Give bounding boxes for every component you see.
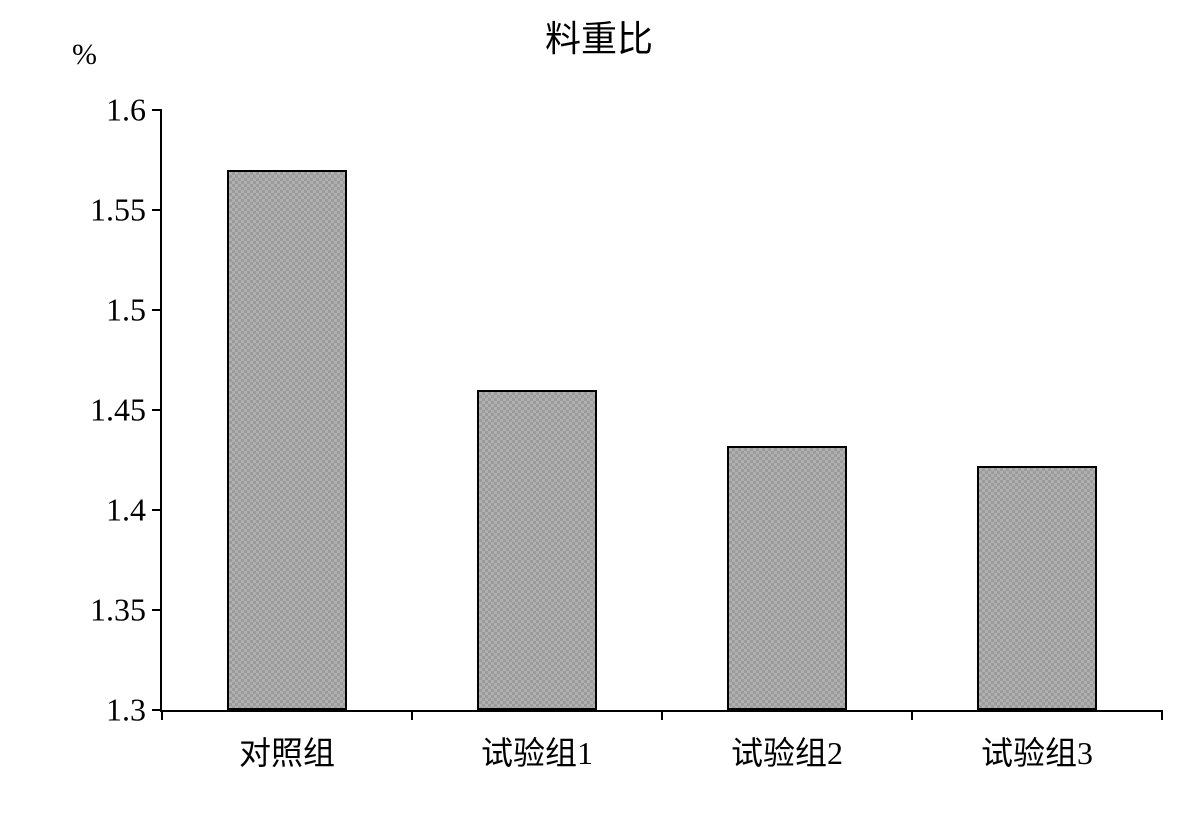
chart-title: 料重比 <box>545 10 653 62</box>
y-tick-label: 1.4 <box>106 492 146 529</box>
chart-container: 料重比 % 1.31.351.41.451.51.551.6对照组试验组1试验组… <box>0 0 1198 823</box>
bar <box>227 170 347 710</box>
y-tick <box>152 309 162 311</box>
y-tick-label: 1.45 <box>90 392 146 429</box>
bar <box>727 446 847 710</box>
y-tick <box>152 209 162 211</box>
y-tick <box>152 509 162 511</box>
x-tick-label: 对照组 <box>239 728 335 774</box>
y-tick-label: 1.5 <box>106 292 146 329</box>
y-axis-unit: % <box>72 38 97 72</box>
bar <box>977 466 1097 710</box>
x-tick <box>1161 710 1163 720</box>
y-tick <box>152 609 162 611</box>
y-tick-label: 1.3 <box>106 692 146 729</box>
y-tick-label: 1.55 <box>90 192 146 229</box>
x-tick-label: 试验组2 <box>731 728 843 774</box>
y-tick-label: 1.6 <box>106 92 146 129</box>
x-tick <box>661 710 663 720</box>
x-tick-label: 试验组3 <box>981 728 1093 774</box>
x-tick <box>911 710 913 720</box>
bar <box>477 390 597 710</box>
plot-area: 1.31.351.41.451.51.551.6对照组试验组1试验组2试验组3 <box>160 110 1162 712</box>
x-tick <box>161 710 163 720</box>
y-tick-label: 1.35 <box>90 592 146 629</box>
x-tick <box>411 710 413 720</box>
x-tick-label: 试验组1 <box>481 728 593 774</box>
y-tick <box>152 109 162 111</box>
y-tick <box>152 409 162 411</box>
